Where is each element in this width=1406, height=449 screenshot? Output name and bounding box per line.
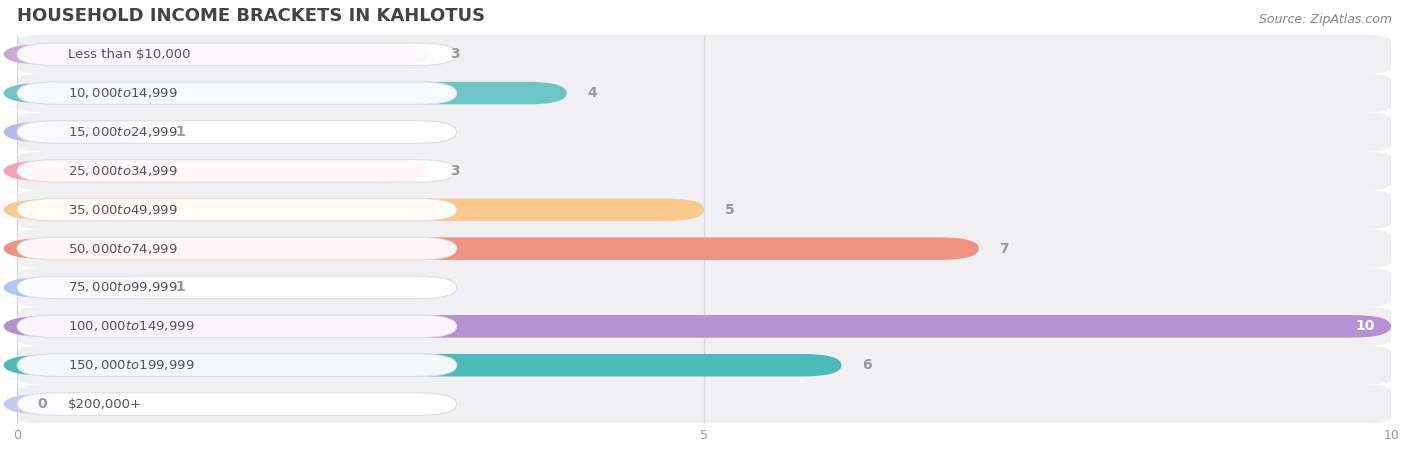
FancyBboxPatch shape — [17, 190, 1391, 229]
Circle shape — [4, 162, 70, 180]
Circle shape — [4, 123, 70, 141]
FancyBboxPatch shape — [17, 268, 1391, 307]
FancyBboxPatch shape — [17, 238, 457, 260]
Text: 1: 1 — [176, 125, 184, 139]
FancyBboxPatch shape — [17, 113, 1391, 151]
FancyBboxPatch shape — [17, 159, 457, 182]
Text: $200,000+: $200,000+ — [67, 397, 142, 410]
Circle shape — [4, 317, 70, 335]
Text: $50,000 to $74,999: $50,000 to $74,999 — [67, 242, 177, 255]
Circle shape — [4, 356, 70, 374]
FancyBboxPatch shape — [17, 35, 1391, 74]
Text: 4: 4 — [588, 86, 598, 100]
FancyBboxPatch shape — [17, 315, 1391, 338]
Circle shape — [4, 84, 70, 102]
Text: 1: 1 — [176, 281, 184, 295]
FancyBboxPatch shape — [17, 198, 704, 221]
Text: Less than $10,000: Less than $10,000 — [67, 48, 190, 61]
Text: 7: 7 — [1000, 242, 1010, 255]
Text: 3: 3 — [450, 47, 460, 61]
FancyBboxPatch shape — [17, 238, 979, 260]
Circle shape — [4, 45, 70, 63]
Text: $35,000 to $49,999: $35,000 to $49,999 — [67, 203, 177, 217]
Text: HOUSEHOLD INCOME BRACKETS IN KAHLOTUS: HOUSEHOLD INCOME BRACKETS IN KAHLOTUS — [17, 7, 485, 25]
Circle shape — [4, 239, 70, 258]
FancyBboxPatch shape — [17, 315, 457, 338]
Text: $25,000 to $34,999: $25,000 to $34,999 — [67, 164, 177, 178]
FancyBboxPatch shape — [17, 307, 1391, 346]
FancyBboxPatch shape — [17, 198, 457, 221]
FancyBboxPatch shape — [17, 276, 155, 299]
Text: 3: 3 — [450, 164, 460, 178]
FancyBboxPatch shape — [17, 43, 429, 66]
FancyBboxPatch shape — [17, 121, 457, 143]
Text: $150,000 to $199,999: $150,000 to $199,999 — [67, 358, 194, 372]
FancyBboxPatch shape — [17, 276, 457, 299]
Text: $100,000 to $149,999: $100,000 to $149,999 — [67, 319, 194, 333]
Text: Source: ZipAtlas.com: Source: ZipAtlas.com — [1258, 13, 1392, 26]
FancyBboxPatch shape — [17, 151, 1391, 190]
Text: 5: 5 — [724, 203, 734, 217]
FancyBboxPatch shape — [17, 82, 457, 105]
Circle shape — [4, 278, 70, 297]
FancyBboxPatch shape — [17, 354, 457, 376]
Text: $10,000 to $14,999: $10,000 to $14,999 — [67, 86, 177, 100]
Text: $75,000 to $99,999: $75,000 to $99,999 — [67, 281, 177, 295]
FancyBboxPatch shape — [17, 354, 842, 376]
FancyBboxPatch shape — [17, 82, 567, 105]
Text: 6: 6 — [862, 358, 872, 372]
Text: 0: 0 — [38, 397, 48, 411]
FancyBboxPatch shape — [17, 385, 1391, 423]
FancyBboxPatch shape — [17, 159, 429, 182]
FancyBboxPatch shape — [17, 74, 1391, 113]
FancyBboxPatch shape — [17, 121, 155, 143]
Text: $15,000 to $24,999: $15,000 to $24,999 — [67, 125, 177, 139]
FancyBboxPatch shape — [17, 229, 1391, 268]
FancyBboxPatch shape — [17, 346, 1391, 385]
Circle shape — [4, 395, 70, 414]
Text: 10: 10 — [1355, 319, 1375, 333]
FancyBboxPatch shape — [17, 43, 457, 66]
Circle shape — [4, 201, 70, 219]
FancyBboxPatch shape — [17, 393, 457, 415]
